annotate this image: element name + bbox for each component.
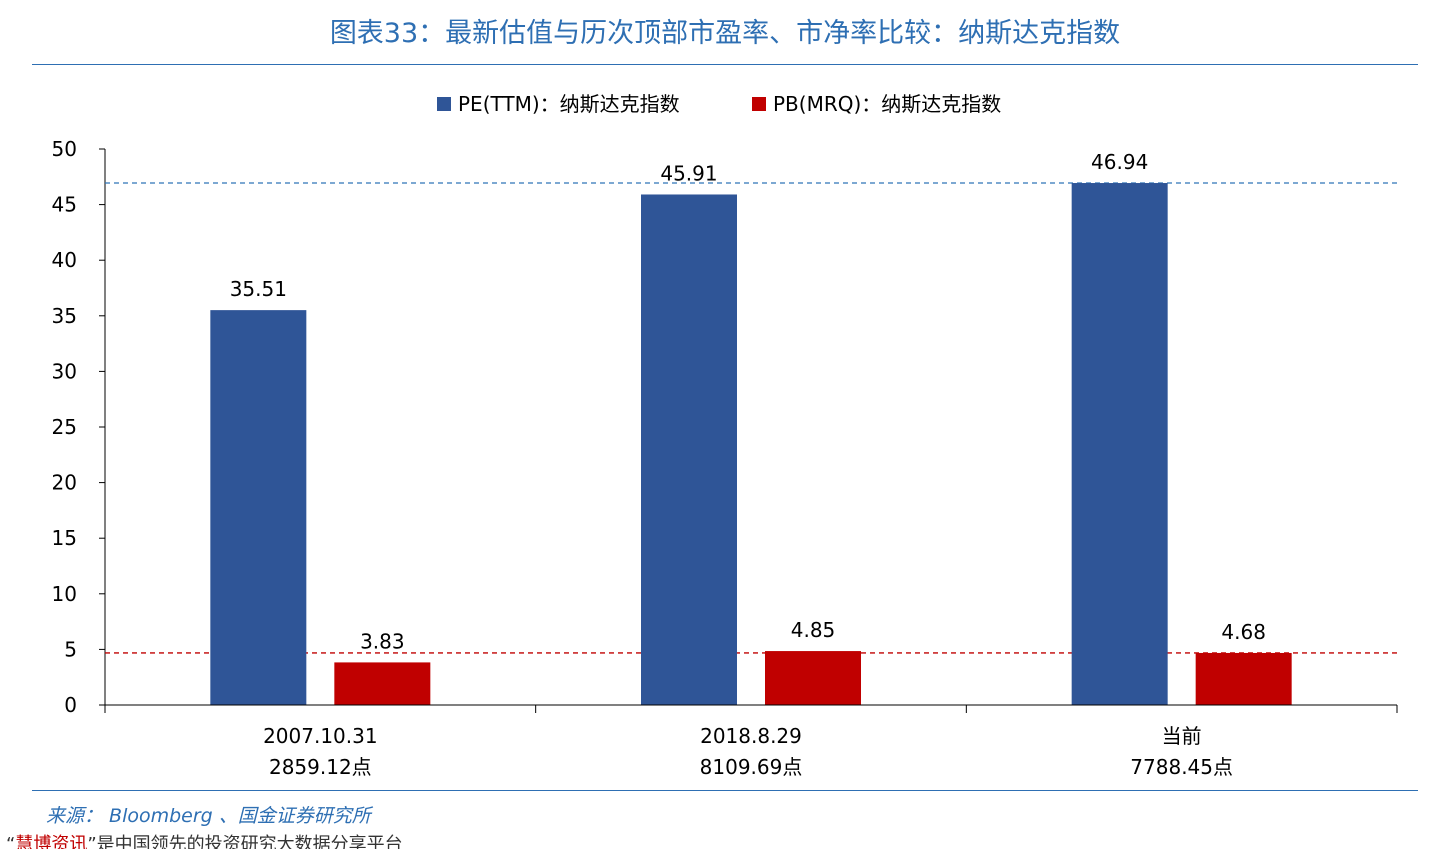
x-category-sublabel: 2859.12点: [269, 755, 372, 779]
y-tick-label: 50: [52, 137, 77, 161]
y-tick-label: 30: [52, 359, 77, 383]
chart-title: 图表33：最新估值与历次顶部市盈率、市净率比较：纳斯达克指数: [329, 18, 1121, 49]
legend-pb-label: PB(MRQ)：纳斯达克指数: [773, 92, 1001, 116]
y-tick-label: 45: [52, 193, 77, 217]
pb-bar: [765, 651, 861, 705]
pe-bar: [1071, 183, 1168, 705]
legend-pe-label: PE(TTM)：纳斯达克指数: [458, 92, 680, 116]
pe-data-label: 35.51: [230, 277, 287, 301]
y-tick-label: 15: [52, 526, 77, 550]
x-category-sublabel: 8109.69点: [700, 755, 803, 779]
pb-bar: [334, 662, 431, 705]
y-tick-label: 10: [52, 582, 77, 606]
pe-bar: [641, 194, 737, 705]
source-note: 来源： Bloomberg 、国金证券研究所: [46, 805, 371, 827]
title-divider: [32, 64, 1418, 65]
footer-quote-open: “: [6, 834, 16, 849]
source-divider: [32, 790, 1418, 791]
footer-text: 是中国领先的投资研究大数据分享平台: [96, 834, 403, 849]
y-tick-label: 5: [64, 637, 77, 661]
pb-data-label: 4.85: [791, 618, 836, 642]
legend-pb-swatch: [752, 97, 766, 111]
y-tick-label: 25: [52, 415, 77, 439]
x-category-label: 2018.8.29: [700, 724, 802, 748]
bar-chart: 0 5 10 15 20 25 30 35 40 45 50 35.51 45.91 46.94 3.83 4…: [52, 92, 1398, 779]
pb-bar: [1195, 652, 1292, 705]
legend-pe-swatch: [437, 97, 451, 111]
x-category-label: 2007.10.31: [263, 724, 378, 748]
x-category-label: 当前: [1162, 724, 1202, 748]
y-tick-label: 0: [64, 693, 77, 717]
footer-link[interactable]: 慧博资讯: [15, 834, 88, 849]
footer-quote-close: ”: [87, 834, 97, 849]
y-tick-label: 35: [52, 304, 77, 328]
pe-data-label: 45.91: [660, 161, 717, 185]
pb-data-label: 4.68: [1221, 620, 1266, 644]
pb-data-label: 3.83: [360, 629, 405, 653]
pe-bar: [210, 310, 307, 705]
y-tick-label: 20: [52, 471, 77, 495]
x-category-sublabel: 7788.45点: [1130, 755, 1233, 779]
y-tick-label: 40: [52, 248, 77, 272]
pe-data-label: 46.94: [1091, 150, 1148, 174]
footer-note: “慧博资讯”是中国领先的投资研究大数据分享平台: [6, 834, 403, 849]
